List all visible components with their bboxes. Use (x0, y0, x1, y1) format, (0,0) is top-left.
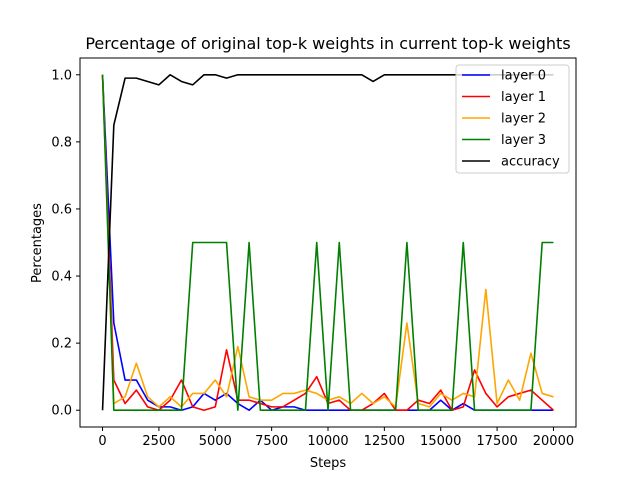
x-tick-label: 17500 (476, 434, 517, 449)
y-axis: 0.0 0.2 0.4 0.6 0.8 1.0 (51, 68, 80, 419)
x-tick-label: 0 (98, 434, 106, 449)
x-tick-label: 2500 (142, 434, 175, 449)
chart-title: Percentage of original top-k weights in … (85, 34, 570, 53)
legend-label-layer-3: layer 3 (501, 133, 546, 148)
y-tick-label: 0.0 (51, 404, 72, 419)
legend-label-layer-2: layer 2 (501, 112, 546, 127)
x-tick-label: 12500 (364, 434, 405, 449)
legend-label-layer-0: layer 0 (501, 69, 546, 84)
y-axis-label: Percentages (30, 203, 45, 283)
x-tick-label: 10000 (307, 434, 348, 449)
y-tick-label: 0.4 (51, 270, 72, 285)
series-line-layer-3 (101, 74, 554, 412)
plot-frame (79, 57, 577, 428)
legend-box (455, 64, 570, 174)
y-tick-label: 0.2 (51, 337, 72, 352)
x-tick-label: 7500 (255, 434, 288, 449)
legend: layer 0 layer 1 layer 2 layer 3 accuracy (455, 64, 570, 174)
y-tick-label: 0.6 (51, 202, 72, 217)
x-tick-label: 20000 (533, 434, 574, 449)
x-tick-label: 5000 (199, 434, 232, 449)
legend-label-layer-1: layer 1 (501, 90, 546, 105)
x-axis-label: Steps (310, 456, 347, 471)
x-tick-label: 15000 (420, 434, 461, 449)
x-axis: 0 2500 5000 7500 10000 12500 15000 17500 20000 (98, 427, 574, 449)
legend-label-accuracy: accuracy (501, 155, 560, 170)
y-tick-label: 1.0 (51, 68, 72, 83)
y-tick-label: 0.8 (51, 135, 72, 150)
